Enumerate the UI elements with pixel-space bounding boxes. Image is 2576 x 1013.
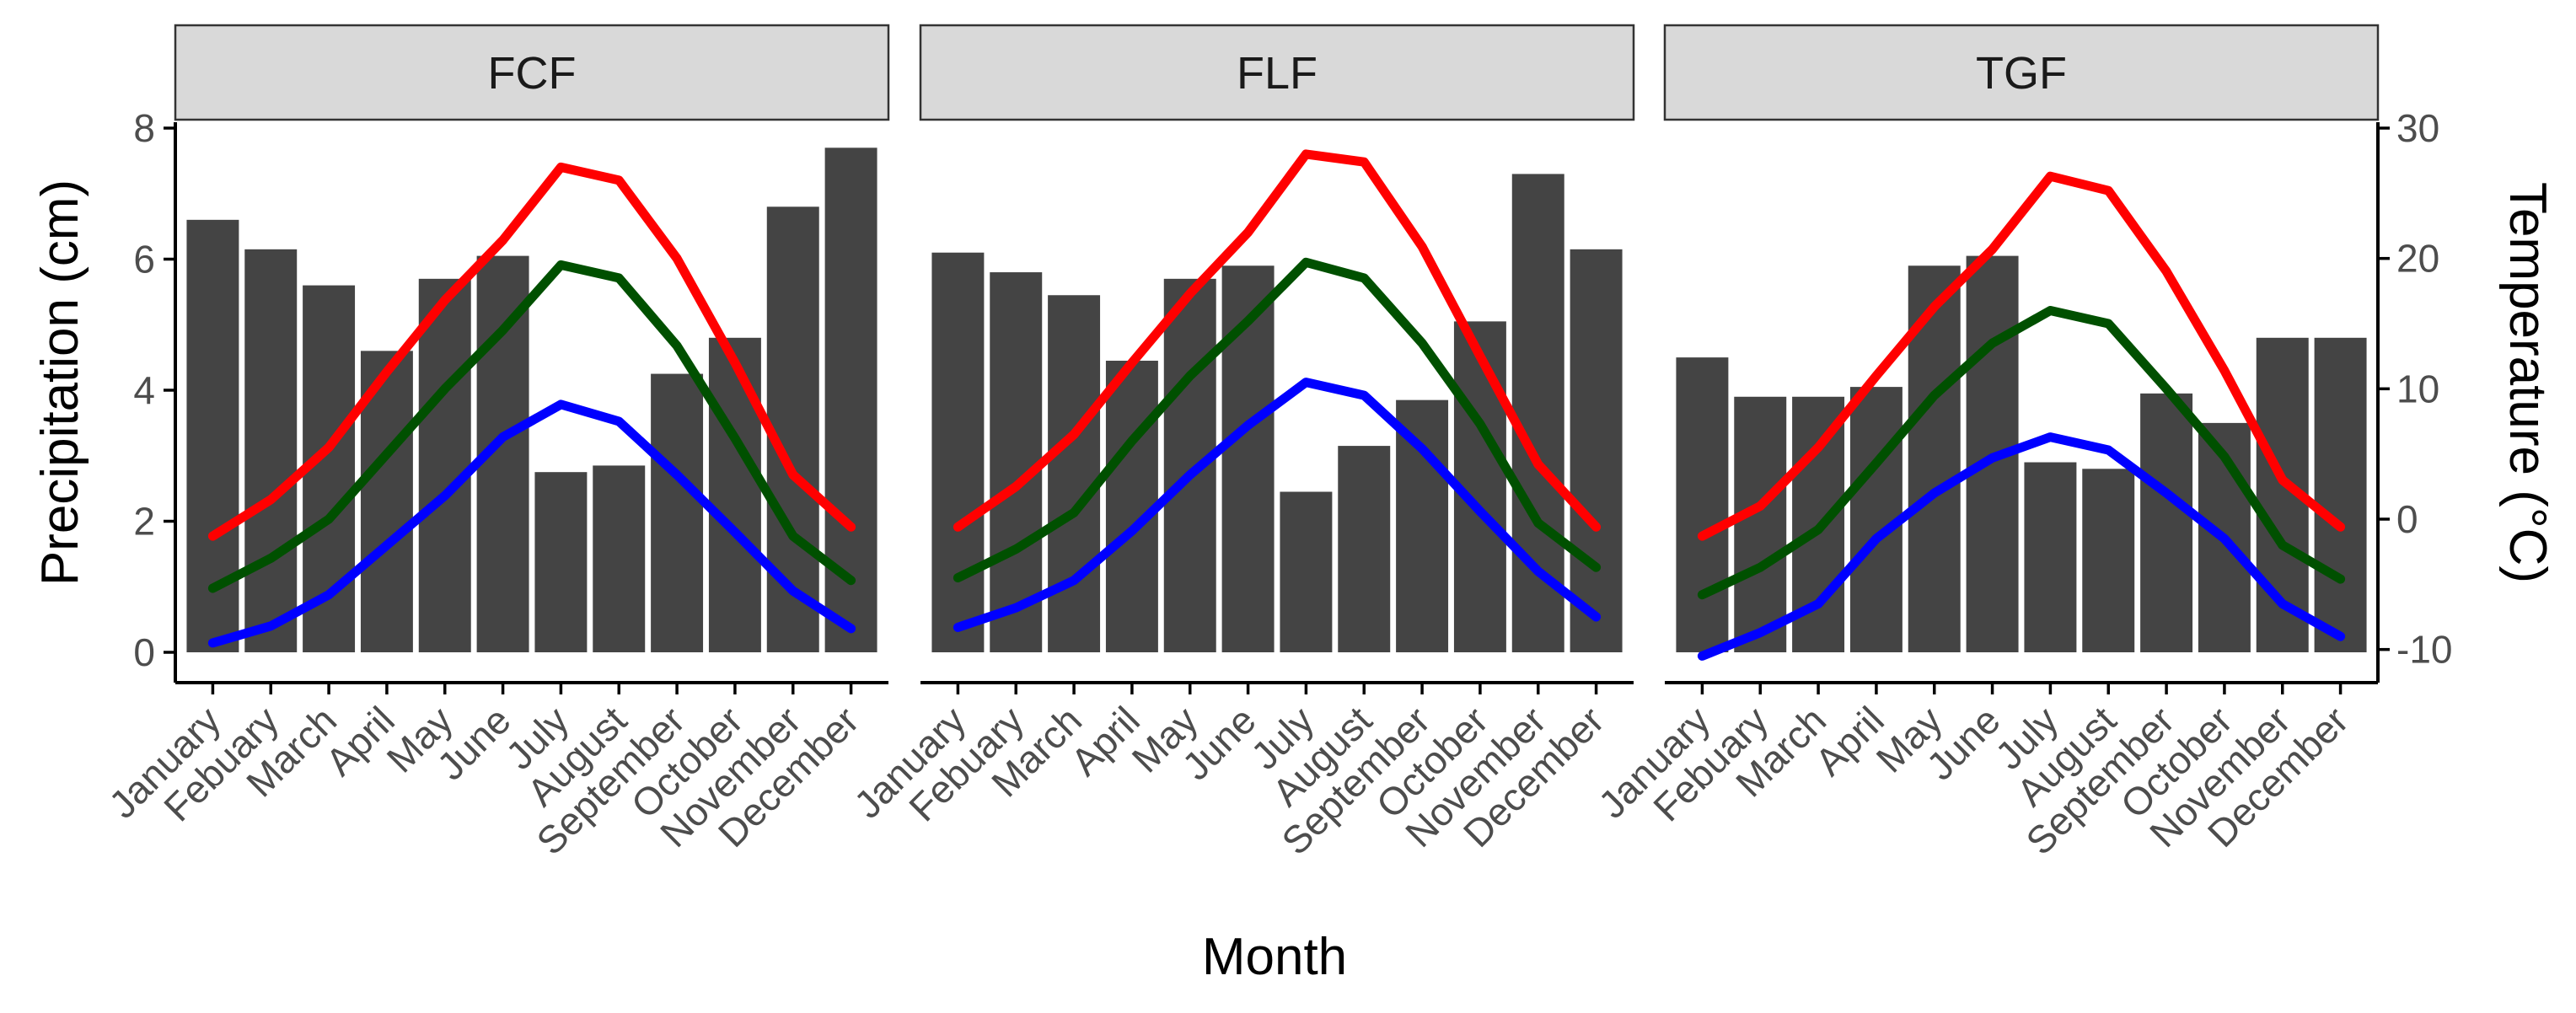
y-tick-label: 6 (133, 238, 155, 281)
precip-bar (2082, 469, 2135, 652)
left-y-axis: 0 2 4 6 8 (133, 106, 177, 683)
precip-bar (1570, 249, 1623, 652)
y-tick-label: 8 (133, 106, 155, 150)
temp-min-line (207, 399, 856, 648)
temp-max-line (953, 149, 1602, 532)
y2-tick-label: 20 (2396, 237, 2439, 281)
x-axis-title: Month (1202, 928, 1347, 986)
facet-strip (174, 24, 890, 121)
facet-label: FLF (1237, 48, 1318, 99)
precip-bar (1734, 396, 1787, 652)
facet-strip (1663, 24, 2380, 121)
facet-label: FCF (488, 48, 577, 99)
temp-mean-line (953, 257, 1602, 583)
precip-bar (1280, 491, 1333, 652)
panels-layer: FCFJanuaryFebuaryMarchAprilMayJuneJulyAu… (100, 24, 2380, 863)
facet-strip (919, 24, 1635, 121)
temp-mean-line (207, 260, 856, 593)
precip-bar (990, 272, 1043, 652)
y-axis-title: Precipitation (cm) (31, 180, 89, 586)
y2-axis-title: Temperature (°C) (2498, 182, 2557, 583)
y-tick-label: 0 (133, 630, 155, 674)
temp-min-line (1697, 432, 2346, 661)
precip-bar (593, 465, 646, 652)
y-tick-label: 4 (133, 368, 155, 412)
temp-mean-line (1697, 306, 2346, 600)
temp-max-line (1697, 171, 2346, 541)
precip-bar (1338, 446, 1391, 652)
panel-fcf: FCFJanuaryFebuaryMarchAprilMayJuneJulyAu… (100, 24, 890, 863)
precip-bar (1221, 265, 1275, 652)
y2-tick-label: -10 (2396, 628, 2452, 672)
precip-bar (708, 337, 761, 652)
precip-bar (1105, 361, 1158, 652)
precip-bar (2024, 462, 2077, 652)
y-tick-label: 2 (133, 500, 155, 544)
temp-min-line (953, 378, 1602, 632)
panel-tgf: TGFJanuaryFebuaryMarchAprilMayJuneJulyAu… (1590, 24, 2380, 863)
precip-bar (1396, 399, 1449, 652)
precip-bar (418, 278, 471, 652)
y2-tick-label: 30 (2396, 106, 2439, 150)
y2-tick-label: 10 (2396, 367, 2439, 410)
precip-bar (931, 252, 985, 652)
precip-bar (1163, 278, 1216, 652)
y2-tick-label: 0 (2396, 497, 2418, 541)
precip-bar (1048, 295, 1101, 652)
precip-bar (2140, 393, 2193, 652)
precip-bar (1676, 357, 1729, 652)
facet-label: TGF (1976, 48, 2067, 99)
precip-bar (651, 373, 704, 652)
right-y-axis: -10 0 10 20 30 (2376, 106, 2452, 683)
temp-max-line (207, 162, 856, 541)
precip-bar (244, 249, 298, 652)
precip-bar (534, 472, 588, 652)
precip-bar (2314, 337, 2367, 652)
panel-flf: FLFJanuaryFebuaryMarchAprilMayJuneJulyAu… (845, 24, 1635, 863)
